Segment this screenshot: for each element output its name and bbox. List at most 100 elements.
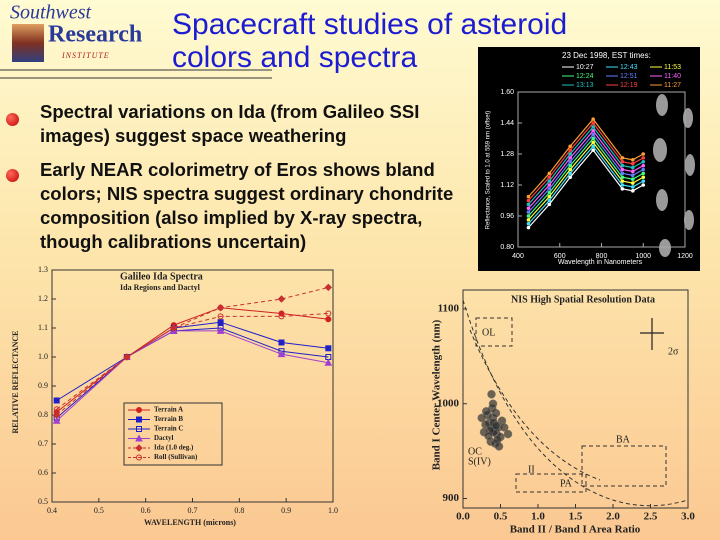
y-axis-label: Band I Center Wavelength (nm)	[431, 319, 443, 470]
data-point	[631, 181, 635, 185]
x-tick-label: 0.9	[281, 506, 291, 515]
legend-label: Terrain A	[154, 406, 183, 414]
bullet-dot	[6, 169, 19, 182]
x-tick-label: 0.8	[234, 506, 244, 515]
series-line	[56, 286, 329, 416]
data-point	[641, 171, 646, 176]
data-point	[631, 189, 635, 193]
legend-marker	[136, 407, 142, 413]
y-tick-label: 0.7	[38, 439, 48, 448]
error-cross	[640, 318, 664, 350]
series-line	[56, 321, 329, 401]
data-point	[547, 171, 552, 176]
data-point	[568, 156, 572, 160]
chart-subtitle: Ida Regions and Dactyl	[120, 283, 201, 292]
y-tick-label: 0.8	[38, 410, 48, 419]
x-tick-label: 0.4	[47, 506, 57, 515]
x-tick-label: 0.0	[456, 511, 470, 523]
legend-label: Terrain B	[154, 415, 183, 423]
bullet-dot	[6, 113, 19, 126]
legend-marker	[136, 454, 142, 461]
data-point	[526, 198, 531, 203]
annotation: PA	[560, 478, 573, 489]
data-point	[641, 179, 646, 183]
data-point	[487, 390, 496, 399]
data-point	[591, 125, 595, 129]
series-line	[56, 330, 329, 422]
y-tick-label: 1000	[437, 397, 460, 409]
data-point	[568, 152, 572, 156]
chart-title: Galileo Ida Spectra	[120, 271, 203, 282]
data-point	[620, 183, 625, 187]
data-point	[526, 218, 531, 222]
legend-label: Roll (Sullivan)	[154, 453, 198, 461]
data-point	[547, 187, 552, 191]
logo-line2: Research	[48, 22, 142, 48]
data-point	[277, 350, 286, 358]
x-tick-label: 2.5	[644, 511, 658, 523]
asteroid-images	[653, 94, 695, 257]
data-point	[641, 163, 646, 168]
data-point	[591, 121, 595, 125]
data-point	[631, 169, 635, 174]
data-point	[52, 416, 61, 424]
data-point	[488, 399, 498, 408]
data-point	[568, 159, 572, 164]
data-point	[477, 413, 486, 423]
data-point	[324, 283, 333, 292]
data-point	[526, 194, 531, 199]
data-point	[217, 313, 224, 320]
data-point	[620, 175, 625, 180]
logo-line3: INSTITUTE	[61, 51, 110, 60]
x-tick-label: 0.5	[494, 511, 508, 523]
bullet: Early NEAR colorimetry of Eros shows bla…	[40, 159, 454, 252]
data-point	[620, 163, 625, 168]
y-tick-label: 1.28	[500, 151, 514, 158]
series-line	[56, 327, 329, 419]
data-point	[547, 190, 552, 195]
data-point	[591, 148, 595, 152]
data-point	[53, 406, 60, 413]
x-tick-label: 1.0	[531, 511, 545, 523]
chart-title: 23 Dec 1998, EST times:	[562, 51, 651, 60]
data-point	[620, 159, 625, 164]
data-point	[631, 173, 635, 178]
series-line	[56, 313, 329, 410]
data-point	[547, 194, 552, 199]
data-point	[526, 225, 531, 230]
legend-label: 11:53	[664, 64, 681, 71]
x-axis-label: Wavelength in Nanometers	[558, 259, 643, 266]
y-tick-label: 0.80	[500, 244, 514, 251]
y-tick-label: 0.6	[38, 468, 48, 477]
data-point	[277, 295, 286, 303]
x-tick-label: 800	[596, 253, 608, 260]
data-point	[568, 163, 572, 168]
data-point	[591, 132, 595, 137]
data-point	[641, 159, 646, 164]
plot-frame	[462, 289, 689, 509]
data-point	[568, 175, 572, 180]
data-point	[591, 140, 595, 145]
y-tick-label: 1.12	[500, 182, 514, 189]
y-tick-label: 0.9	[38, 381, 48, 390]
data-point	[216, 326, 225, 334]
y-tick-label: 1.1	[38, 323, 48, 332]
data-point	[641, 152, 646, 156]
annotation: S(IV)	[468, 456, 491, 467]
legend-label: Dactyl	[154, 434, 173, 442]
data-point	[216, 303, 225, 312]
nis-regions	[462, 299, 689, 507]
data-point	[278, 339, 285, 346]
x-tick-label: 1.0	[328, 506, 338, 515]
data-point	[641, 167, 646, 172]
data-point	[641, 183, 646, 187]
data-point	[526, 210, 531, 214]
data-point	[494, 442, 504, 451]
x-tick-label: 3.0	[681, 511, 695, 523]
y-tick-label: 0.5	[38, 497, 48, 506]
data-point	[123, 354, 130, 360]
annotation: II	[528, 464, 535, 475]
legend-label: 13:13	[576, 82, 594, 89]
